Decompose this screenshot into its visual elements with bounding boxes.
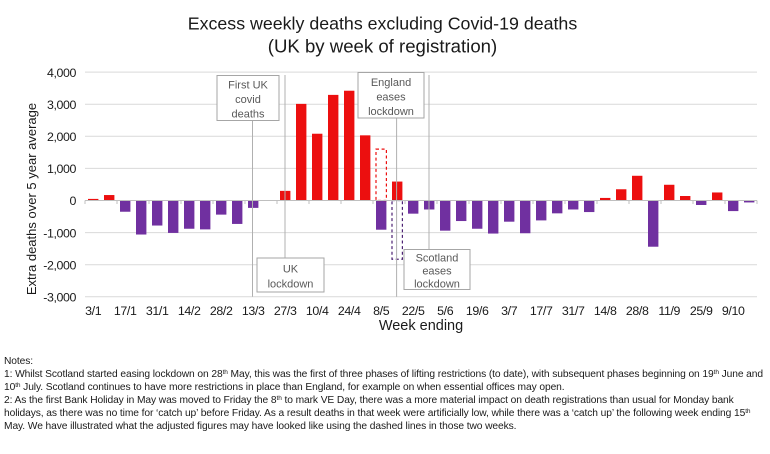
svg-text:Extra deaths over 5 year avera: Extra deaths over 5 year average bbox=[24, 103, 39, 295]
svg-text:lockdown: lockdown bbox=[268, 279, 314, 291]
svg-text:28/8: 28/8 bbox=[626, 304, 649, 318]
svg-text:27/3: 27/3 bbox=[274, 304, 297, 318]
svg-text:17/1: 17/1 bbox=[114, 304, 137, 318]
svg-text:31/1: 31/1 bbox=[146, 304, 169, 318]
svg-text:3,000: 3,000 bbox=[47, 98, 77, 112]
svg-text:(UK by week of registration): (UK by week of registration) bbox=[268, 36, 497, 57]
svg-text:10/4: 10/4 bbox=[306, 304, 329, 318]
svg-text:4,000: 4,000 bbox=[47, 66, 77, 80]
svg-text:lockdown: lockdown bbox=[414, 279, 460, 291]
svg-text:14/8: 14/8 bbox=[594, 304, 617, 318]
svg-text:eases: eases bbox=[376, 91, 406, 103]
svg-text:covid: covid bbox=[235, 94, 261, 106]
svg-text:13/3: 13/3 bbox=[242, 304, 265, 318]
svg-text:eases: eases bbox=[422, 266, 452, 278]
svg-text:19/6: 19/6 bbox=[466, 304, 489, 318]
svg-text:3/7: 3/7 bbox=[501, 304, 518, 318]
svg-text:17/7: 17/7 bbox=[530, 304, 553, 318]
svg-text:Week ending: Week ending bbox=[379, 318, 463, 334]
svg-text:England: England bbox=[371, 77, 411, 89]
svg-text:14/2: 14/2 bbox=[178, 304, 201, 318]
svg-text:5/6: 5/6 bbox=[437, 304, 454, 318]
svg-text:22/5: 22/5 bbox=[402, 304, 425, 318]
svg-text:11/9: 11/9 bbox=[658, 304, 680, 318]
svg-text:1,000: 1,000 bbox=[47, 162, 77, 176]
svg-text:Scotland: Scotland bbox=[416, 252, 459, 264]
svg-text:deaths: deaths bbox=[231, 109, 265, 121]
svg-text:31/7: 31/7 bbox=[562, 304, 585, 318]
svg-text:-1,000: -1,000 bbox=[43, 226, 76, 240]
svg-text:UK: UK bbox=[283, 264, 299, 276]
svg-text:0: 0 bbox=[70, 194, 77, 208]
svg-text:-3,000: -3,000 bbox=[43, 291, 76, 305]
svg-text:2,000: 2,000 bbox=[47, 130, 77, 144]
svg-text:First UK: First UK bbox=[228, 80, 268, 92]
svg-text:3/1: 3/1 bbox=[85, 304, 102, 318]
svg-text:-2,000: -2,000 bbox=[43, 258, 76, 272]
svg-text:9/10: 9/10 bbox=[722, 304, 745, 318]
svg-text:24/4: 24/4 bbox=[338, 304, 361, 318]
svg-text:lockdown: lockdown bbox=[368, 106, 414, 118]
svg-text:8/5: 8/5 bbox=[373, 304, 390, 318]
svg-text:Excess weekly deaths excluding: Excess weekly deaths excluding Covid-19 … bbox=[188, 14, 578, 34]
svg-text:28/2: 28/2 bbox=[210, 304, 233, 318]
svg-text:25/9: 25/9 bbox=[690, 304, 713, 318]
